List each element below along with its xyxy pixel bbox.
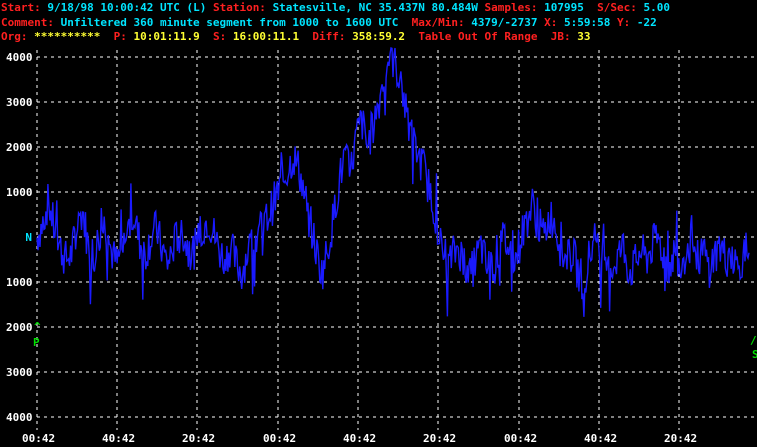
diff-value: 358:59.2 [352, 30, 406, 43]
p-pick-arrow[interactable]: ^ [34, 320, 41, 333]
comment-label: Comment: [1, 16, 54, 29]
sps-value: 5.00 [643, 1, 670, 14]
x-tick-label: 20:42 [182, 432, 216, 445]
x-tick-label: 00:42 [22, 432, 56, 445]
x-tick-label: 00:42 [504, 432, 538, 445]
s-value: 16:00:11.1 [232, 30, 300, 43]
start-value: 9/18/98 10:00:42 UTC (L) [47, 1, 207, 14]
s-pick-label[interactable]: S [752, 348, 757, 361]
p-pick-label[interactable]: P [33, 336, 40, 349]
table-status: Table Out Of Range [418, 30, 538, 43]
x-tick-label: 00:42 [263, 432, 297, 445]
y-tick-label: 3000 [6, 96, 33, 109]
diff-label: Diff: [312, 30, 346, 43]
header-line-1: Start: 9/18/98 10:00:42 UTC (L) Station:… [1, 0, 670, 15]
trace-line[interactable] [36, 47, 750, 317]
y-tick-label: 2000 [6, 141, 33, 154]
station-label: Station: [212, 1, 266, 14]
station-value: Statesville, NC 35.437N 80.484W [272, 1, 478, 14]
y-label: Y: [616, 16, 631, 29]
start-label: Start: [1, 1, 41, 14]
x-tick-label: 40:42 [584, 432, 618, 445]
maxmin-label: Max/Min: [411, 16, 465, 29]
y-tick-label: 1000 [6, 186, 33, 199]
y-tick-label: 2000 [6, 321, 33, 334]
y-tick-label: 3000 [6, 366, 33, 379]
x-tick-label: 20:42 [664, 432, 698, 445]
jb-label: JB: [550, 30, 571, 43]
x-tick-label: 40:42 [343, 432, 377, 445]
y-tick-label-null: N [25, 231, 32, 244]
x-label: X: [544, 16, 558, 29]
p-label: P: [113, 30, 127, 43]
y-tick-label: 4000 [6, 411, 33, 424]
x-tick-label: 20:42 [423, 432, 457, 445]
y-tick-label: 4000 [6, 51, 33, 64]
y-tick-label: 1000 [6, 276, 33, 289]
s-pick-arrow[interactable]: / [750, 334, 757, 347]
jb-value: 33 [577, 30, 591, 43]
x-value: 5:59:58 [563, 16, 611, 29]
maxmin-value: 4379/-2737 [471, 16, 538, 29]
org-value: ********** [34, 30, 101, 43]
x-tick-label: 40:42 [102, 432, 136, 445]
org-label: Org: [1, 30, 28, 43]
sps-label: S/Sec: [597, 1, 637, 14]
y-value: -22 [636, 16, 657, 29]
header-line-3: Org: ********** P: 10:01:11.9 S: 16:00:1… [1, 29, 591, 44]
samples-value: 107995 [544, 1, 584, 14]
comment-value: Unfiltered 360 minute segment from 1000 … [60, 16, 399, 29]
grid [36, 50, 757, 430]
header-line-2: Comment: Unfiltered 360 minute segment f… [1, 15, 657, 30]
samples-label: Samples: [484, 1, 538, 14]
s-label: S: [212, 30, 227, 43]
p-value: 10:01:11.9 [133, 30, 200, 43]
